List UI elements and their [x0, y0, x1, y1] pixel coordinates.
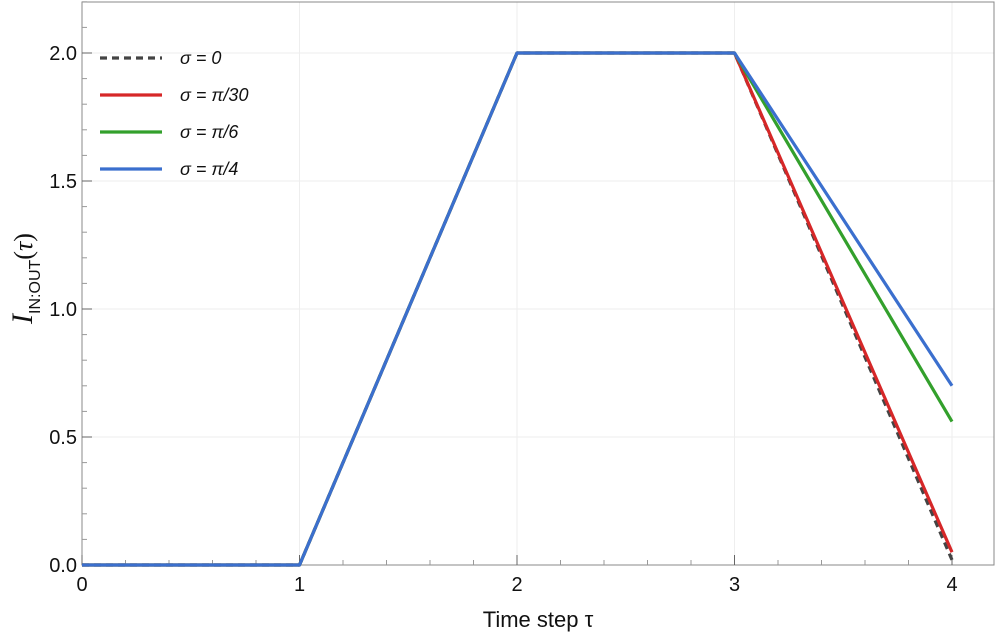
y-axis-title-main: I	[6, 312, 39, 325]
x-axis-title: Time step τ	[483, 607, 594, 632]
x-tick-label: 4	[946, 574, 957, 596]
y-axis-title-paren-close: )	[9, 233, 38, 242]
y-tick-label: 2.0	[49, 43, 77, 65]
y-tick-label: 1.5	[49, 171, 77, 193]
y-tick-label: 1.0	[49, 299, 77, 321]
legend-label-0: σ = 0	[180, 48, 221, 68]
y-axis-title-subscript: IN:OUT	[27, 259, 44, 313]
x-tick-label: 1	[294, 574, 305, 596]
legend-label-3: σ = π/4	[180, 159, 238, 179]
x-tick-label: 2	[511, 574, 522, 596]
axis-ticks: 0 1 2 3 4 0.0 0.5 1.0 1.5 2.0	[49, 1, 958, 596]
legend-label-2: σ = π/6	[180, 122, 239, 142]
svg-text:IIN:OUT(τ): IIN:OUT(τ)	[6, 233, 44, 325]
series-lines	[82, 51, 954, 567]
y-tick-label: 0.0	[49, 555, 77, 577]
series-line-3	[82, 51, 954, 567]
y-axis-title: IIN:OUT(τ)	[6, 233, 44, 325]
y-axis-title-tau: τ	[9, 240, 38, 251]
y-axis-title-paren-open: (	[9, 251, 38, 260]
legend-label-1: σ = π/30	[180, 85, 248, 105]
legend: σ = 0 σ = π/30 σ = π/6 σ = π/4	[100, 48, 248, 179]
x-tick-label: 0	[76, 574, 87, 596]
x-tick-label: 3	[729, 574, 740, 596]
y-tick-label: 0.5	[49, 427, 77, 449]
